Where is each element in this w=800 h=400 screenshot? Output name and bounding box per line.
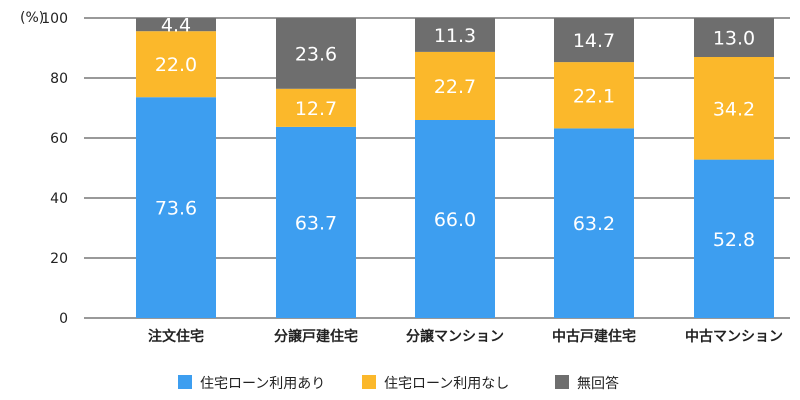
data-label: 66.0	[434, 209, 476, 231]
y-tick-label: 0	[59, 311, 68, 327]
data-label: 11.3	[434, 25, 476, 47]
bar-segment	[136, 97, 216, 318]
legend-swatch	[555, 375, 569, 389]
data-label: 23.6	[295, 43, 337, 65]
data-label: 22.0	[155, 54, 197, 76]
bar-segment	[694, 159, 774, 318]
legend-label: 無回答	[577, 375, 619, 392]
bar-segment	[136, 31, 216, 98]
bar-segment	[276, 88, 356, 127]
data-label: 14.7	[573, 30, 615, 52]
legend: 住宅ローン利用あり 住宅ローン利用なし 無回答	[178, 375, 619, 392]
data-label: 63.7	[295, 212, 337, 234]
bars: 73.6 22.0 4.4 63.7 12.7 23.6 66.0 22.7 11.3 63.2 2…	[136, 15, 774, 319]
bar-segment	[554, 128, 634, 318]
bar-segment	[276, 126, 356, 319]
y-tick-label: 20	[50, 251, 68, 267]
bar-segment	[136, 18, 216, 32]
legend-swatch	[178, 375, 192, 389]
data-label: 52.8	[713, 229, 755, 251]
x-tick-label: 中古戸建住宅	[552, 328, 636, 345]
x-tick-label: 分譲戸建住宅	[274, 328, 358, 345]
legend-swatch	[362, 375, 376, 389]
x-tick-label: 注文住宅	[148, 328, 204, 345]
bar-segment	[694, 18, 774, 57]
x-axis-labels: 注文住宅 分譲戸建住宅 分譲マンション 中古戸建住宅 中古マンション	[148, 328, 783, 345]
bar-segment	[554, 18, 634, 63]
data-label: 22.7	[434, 76, 476, 98]
y-tick-label: 80	[50, 71, 68, 87]
legend-label: 住宅ローン利用あり	[200, 376, 325, 392]
bar-segment	[415, 120, 495, 318]
data-label: 22.1	[573, 85, 615, 107]
bar-segment	[694, 57, 774, 160]
data-label: 34.2	[713, 98, 755, 120]
data-label: 4.4	[161, 15, 191, 37]
bar-segment	[415, 18, 495, 52]
bar-segment	[554, 62, 634, 129]
x-tick-label: 分譲マンション	[406, 328, 504, 345]
data-label: 73.6	[155, 198, 197, 220]
data-label: 63.2	[573, 213, 615, 235]
y-tick-label: 40	[50, 191, 68, 207]
y-tick-label: 60	[50, 131, 68, 147]
y-unit-label: (%)	[20, 10, 44, 26]
data-label: 13.0	[713, 28, 755, 50]
y-axis: (%) 0 20 40 60 80 100	[20, 10, 68, 327]
bar-segment	[415, 51, 495, 120]
legend-label: 住宅ローン利用なし	[384, 376, 509, 392]
y-tick-label: 100	[41, 11, 68, 27]
x-tick-label: 中古マンション	[685, 328, 783, 345]
data-label: 12.7	[295, 98, 337, 120]
bar-segment	[276, 18, 356, 89]
